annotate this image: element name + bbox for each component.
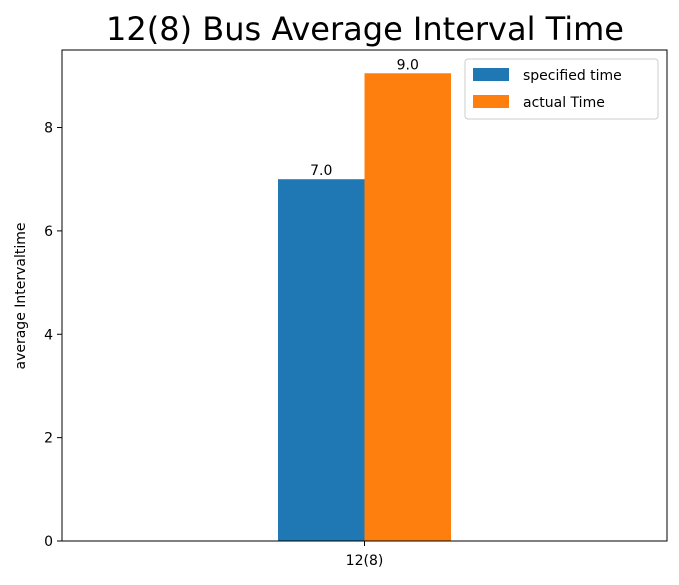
chart-title: 12(8) Bus Average Interval Time [106, 10, 624, 48]
bars-group [277, 73, 452, 542]
y-tick-label: 6 [44, 224, 53, 240]
y-tick-label: 8 [44, 121, 53, 137]
x-axis: 12(8) [346, 541, 384, 569]
x-tick-label: 12(8) [346, 553, 384, 569]
y-tick-label: 4 [44, 327, 53, 343]
bar-value-label: 9.0 [397, 57, 419, 73]
legend: specified time actual Time [464, 58, 659, 120]
legend-label-actual-time: actual Time [523, 95, 605, 111]
legend-label-specified-time: specified time [523, 68, 622, 84]
y-axis: 0 2 4 6 8 [44, 121, 62, 550]
legend-swatch-actual-time [473, 95, 509, 108]
y-axis-label: average Intervaltime [13, 222, 29, 369]
bar-labels-group: 7.0 9.0 [310, 57, 419, 179]
y-tick-label: 0 [44, 534, 53, 550]
legend-swatch-specified-time [473, 68, 509, 81]
y-tick-label: 2 [44, 431, 53, 447]
bar-actual-time [364, 73, 452, 541]
bar-specified-time [277, 179, 365, 542]
legend-box [464, 58, 659, 120]
bar-value-label: 7.0 [310, 163, 332, 179]
